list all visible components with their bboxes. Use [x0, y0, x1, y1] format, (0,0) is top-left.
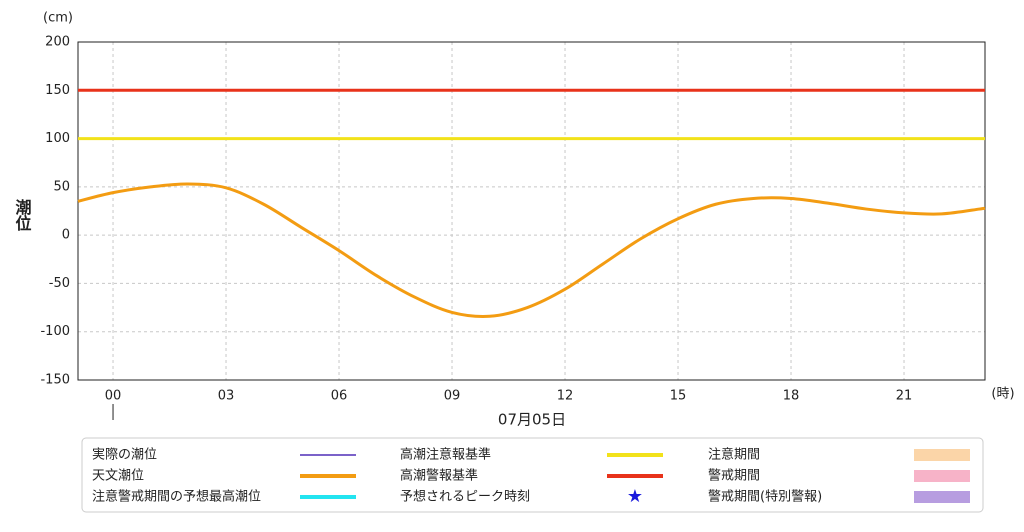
legend-label: 予想されるピーク時刻: [400, 489, 530, 505]
legend-label: 警戒期間(特別警報): [708, 489, 822, 505]
legend-label: 実際の潮位: [92, 447, 157, 463]
x-tick-label: 00: [105, 389, 122, 404]
legend-box: [81, 437, 984, 513]
x-tick-label: 06: [331, 389, 348, 404]
y-tick-label: -50: [49, 276, 70, 291]
date-label: 07月05日: [498, 411, 566, 429]
legend-label: 警戒期間: [708, 468, 760, 484]
y-tick-label: 0: [62, 228, 70, 243]
legend-swatch: [914, 449, 970, 461]
legend-swatch: ★: [627, 486, 643, 507]
y-tick-label: 200: [45, 35, 70, 50]
y-tick-label: 100: [45, 131, 70, 146]
legend-label: 注意警戒期間の予想最高潮位: [92, 489, 261, 505]
y-tick-label: -150: [40, 373, 70, 388]
x-tick-label: 18: [783, 389, 800, 404]
y-tick-label: -100: [40, 324, 70, 339]
x-tick-label: 15: [670, 389, 687, 404]
legend-label: 高潮警報基準: [400, 468, 478, 484]
x-tick-label: 09: [444, 389, 461, 404]
legend-swatch: [914, 470, 970, 482]
y-axis-title: 潮位: [13, 198, 32, 232]
legend-label: 天文潮位: [92, 469, 144, 484]
x-tick-label: 03: [218, 389, 235, 404]
y-unit: (cm): [43, 11, 73, 26]
y-tick-label: 50: [53, 179, 70, 194]
legend-label: 注意期間: [708, 447, 760, 463]
y-tick-label: 150: [45, 83, 70, 98]
legend-swatch: [914, 491, 970, 503]
x-tick-label: 21: [896, 389, 913, 404]
x-tick-label: 12: [557, 389, 574, 404]
x-unit: (時): [991, 387, 1014, 402]
plot-frame: [77, 41, 986, 381]
tide-line: [77, 182, 986, 318]
legend-label: 高潮注意報基準: [400, 447, 491, 463]
